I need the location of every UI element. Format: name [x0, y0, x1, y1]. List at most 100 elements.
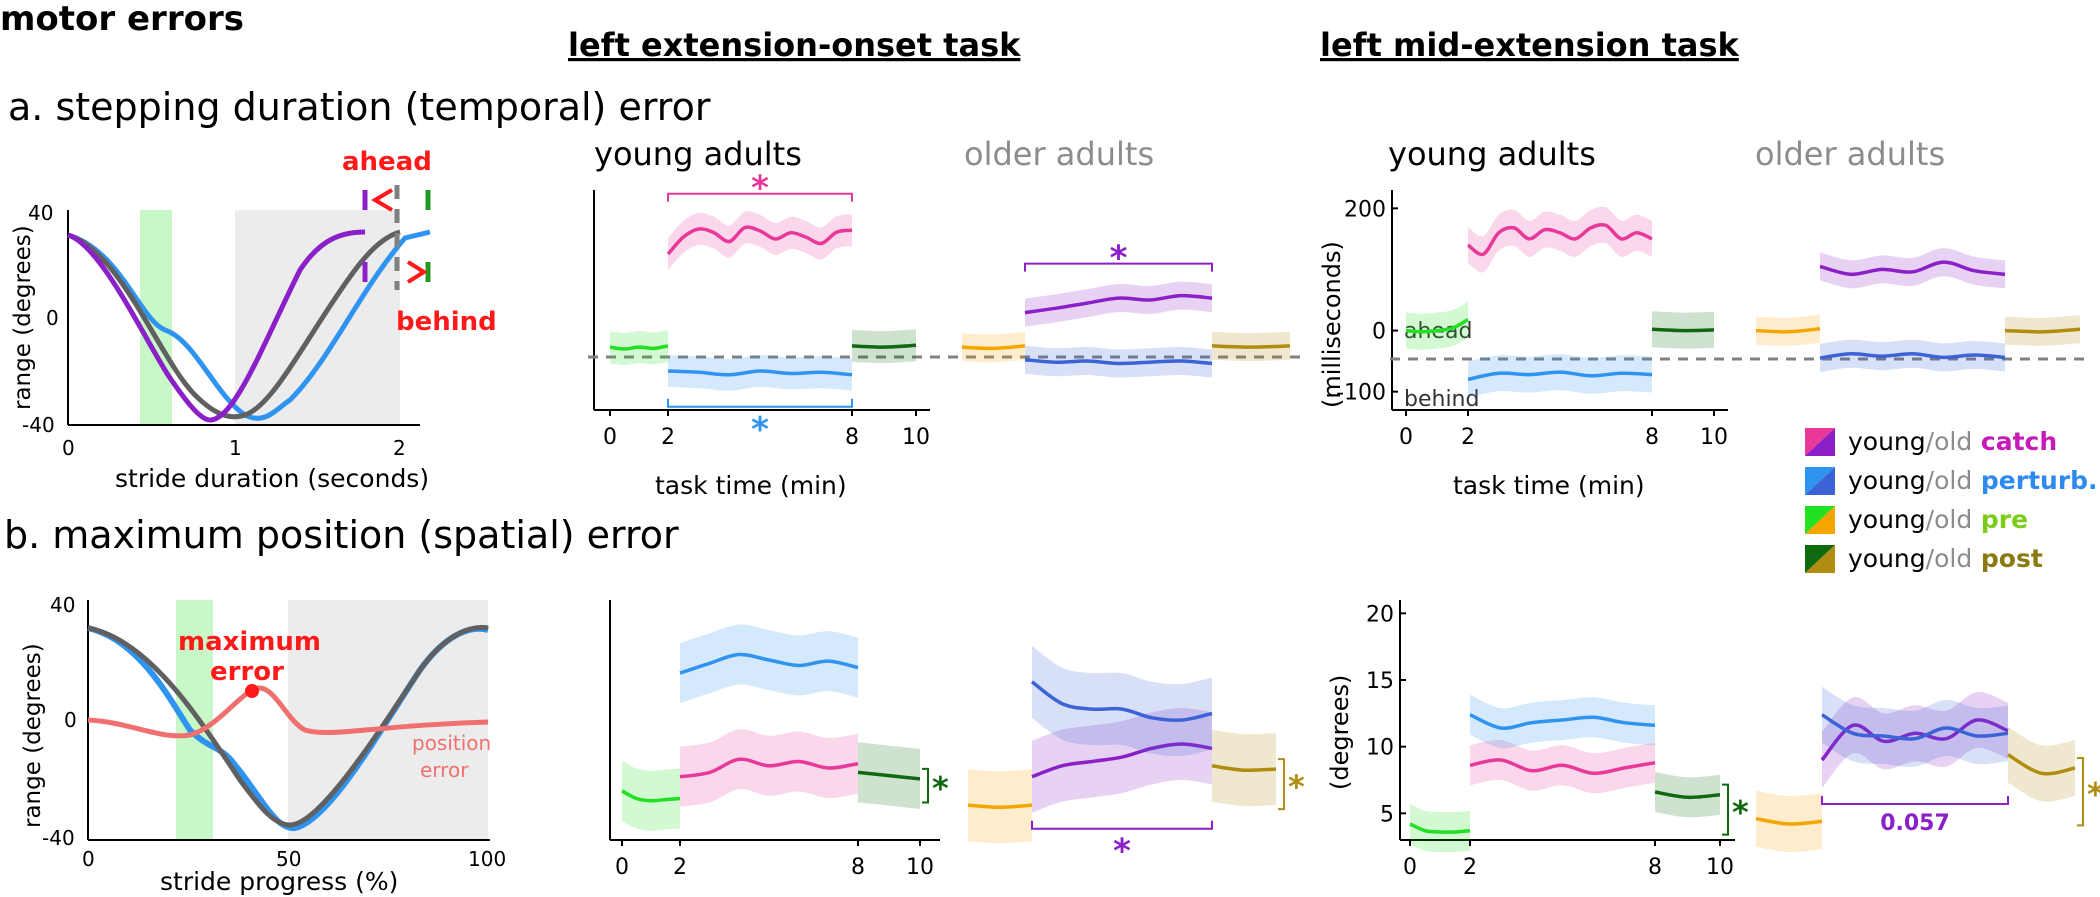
- xtick-label: 0: [1403, 855, 1417, 880]
- band-catch: [668, 211, 852, 271]
- chart-b-mid-extension-older: 0.057 *: [1755, 686, 2100, 853]
- line-pre: [961, 344, 1026, 351]
- band-catch: [1025, 281, 1212, 327]
- legend-label: young/old catch: [1848, 427, 2057, 456]
- legend-swatch-old: [1805, 428, 1835, 456]
- deg-label: (degrees): [1326, 675, 1354, 790]
- sig-bracket-post: [922, 767, 929, 804]
- line-post: [1211, 344, 1291, 349]
- band-catch: [1032, 708, 1212, 813]
- chart-b-extension-onset-young: 0 2 8 10 *: [615, 624, 949, 880]
- behind-arrow: [406, 260, 428, 284]
- line-catch: [679, 757, 859, 779]
- ytick-label: 0: [1372, 320, 1386, 345]
- ylabel: range (degrees): [10, 225, 36, 410]
- line-perturb.: [1467, 370, 1653, 382]
- xtick-label: 10: [906, 855, 934, 880]
- band-pre: [1406, 301, 1468, 350]
- sig-star-post: *: [1732, 794, 1749, 832]
- xtick-label: 10: [1700, 425, 1728, 450]
- xtick-2: 2: [393, 436, 406, 460]
- line-catch: [666, 225, 853, 256]
- young-label-right: young adults: [1388, 135, 1596, 173]
- line-catch: [1031, 742, 1213, 779]
- legend-label: young/old pre: [1848, 505, 2028, 534]
- line-pre: [609, 344, 669, 351]
- xtick-0: 0: [62, 436, 75, 460]
- legend-label: young/old perturb.: [1848, 466, 2098, 495]
- sig-bracket: [1821, 796, 2009, 805]
- line-pre: [621, 789, 681, 803]
- sig-bracket: [1024, 262, 1213, 272]
- ytick-40: 40: [28, 201, 53, 225]
- sig-bracket-post: [1722, 783, 1729, 836]
- sig-label: *: [751, 410, 769, 450]
- gray-shade: [235, 210, 400, 425]
- line-post: [1651, 327, 1715, 333]
- legend-label: young/old post: [1848, 544, 2043, 573]
- legend-item-pre: young/old pre: [1805, 505, 2028, 534]
- line-pre: [1409, 822, 1471, 834]
- band-perturb.: [1822, 686, 2008, 768]
- line-pre: [967, 803, 1033, 810]
- xtick-1: 1: [229, 436, 242, 460]
- line-catch: [1819, 260, 2006, 277]
- line-catch: [1469, 758, 1656, 776]
- older-label-left: older adults: [964, 135, 1154, 173]
- sig-label: 0.057: [1880, 811, 1950, 836]
- line-perturb.: [1469, 713, 1656, 730]
- line-pre: [1755, 816, 1823, 826]
- ytick-neg40: -40: [22, 413, 55, 437]
- xtick-label: 8: [1648, 855, 1662, 880]
- band-post: [1212, 729, 1276, 807]
- ytick-label: 10: [1366, 736, 1394, 761]
- xtick-label: 0: [615, 855, 629, 880]
- band-perturb.: [668, 354, 852, 391]
- legend: young/old catch young/old perturb. young/o…: [1805, 427, 2098, 573]
- line-perturb.: [1024, 357, 1213, 366]
- xlabel: stride duration (seconds): [115, 464, 429, 493]
- line-pre: [1405, 318, 1469, 334]
- xlabel: stride progress (%): [160, 867, 398, 896]
- chart-a-extension-onset-older: *: [961, 239, 1291, 378]
- chart-b-schematic: maximum error position error 40 0 -40 0 …: [20, 593, 506, 896]
- position-error-text-1: position: [412, 731, 491, 755]
- band-perturb.: [1468, 354, 1652, 398]
- chart-a-mid-extension-young: 0 2 8 10 200 0 -100: [1336, 197, 1728, 450]
- task-title-left: left extension-onset task: [568, 26, 1021, 64]
- sig-bracket-post: [1278, 758, 1285, 811]
- curve-baseline: [67, 229, 401, 420]
- max-error-text-2: error: [210, 657, 284, 687]
- ms-label: (milliseconds): [1318, 241, 1346, 408]
- band-catch: [1468, 206, 1652, 273]
- line-catch: [1820, 718, 2009, 762]
- ytick-label: 5: [1380, 802, 1394, 827]
- xtick-label: 8: [1645, 425, 1659, 450]
- legend-swatch-old: [1805, 506, 1835, 534]
- ytick-0: 0: [64, 708, 77, 732]
- curve-baseline: [87, 625, 489, 828]
- band-catch: [1820, 248, 2005, 289]
- sig-star-post: *: [932, 770, 949, 808]
- band-perturb.: [1820, 339, 2005, 373]
- task-title-right: left mid-extension task: [1320, 26, 1740, 64]
- xtick-label: 2: [661, 425, 675, 450]
- band-perturb.: [1032, 645, 1212, 757]
- xtick-label: 8: [845, 425, 859, 450]
- line-perturb.: [1821, 713, 2009, 741]
- line-pre: [1755, 326, 1821, 334]
- chart-a-extension-onset-young: 0 2 8 10 * *: [603, 169, 930, 450]
- ahead-arrow: [371, 188, 394, 212]
- task-time-label-right: task time (min): [1453, 471, 1645, 500]
- legend-item-post: young/old post: [1805, 544, 2043, 573]
- band-pre: [622, 760, 680, 831]
- sig-star: *: [751, 169, 769, 209]
- sig-star-post: *: [1288, 768, 1305, 806]
- chart-a-mid-extension-older: [1755, 248, 2081, 373]
- curve-catch: [67, 229, 366, 423]
- panel-a-title: a. stepping duration (temporal) error: [8, 85, 711, 129]
- ylabel: range (degrees): [20, 643, 46, 828]
- section-title: motor errors: [0, 0, 244, 39]
